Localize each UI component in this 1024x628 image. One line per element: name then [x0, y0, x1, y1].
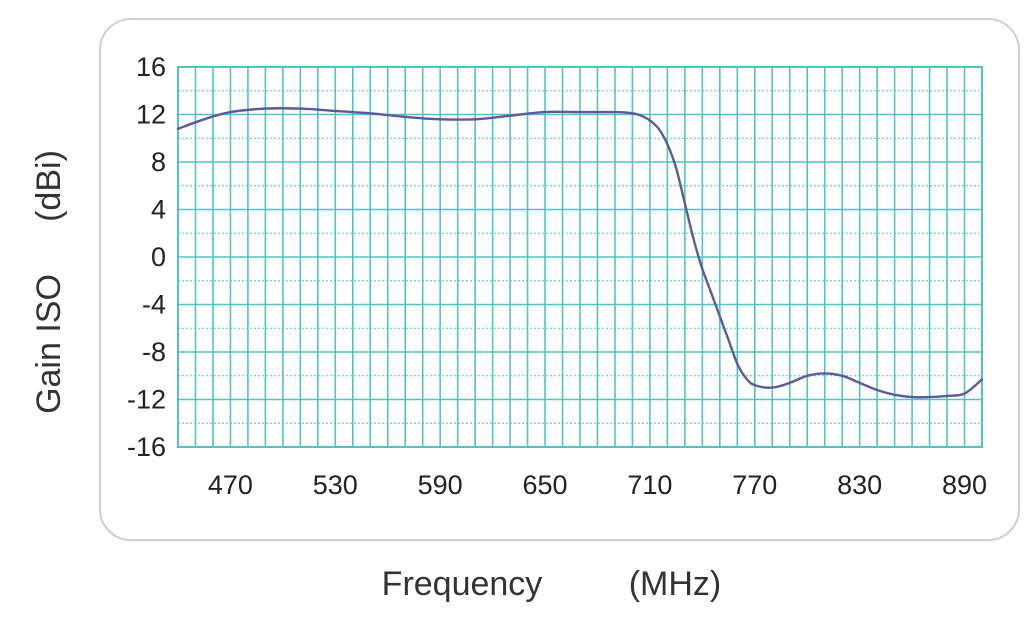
y-tick-label: 12 — [136, 100, 166, 130]
x-tick-label: 770 — [732, 470, 777, 500]
x-tick-label: 710 — [627, 470, 672, 500]
y-tick-label: -8 — [142, 337, 166, 367]
y-tick-label: -16 — [127, 432, 166, 462]
y-axis-label: Gain ISO — [30, 274, 68, 414]
y-tick-label: -12 — [127, 385, 166, 415]
plot-border — [177, 66, 983, 448]
grid — [177, 66, 983, 448]
x-tick-label: 650 — [523, 470, 568, 500]
y-axis-unit: (dBi) — [30, 150, 68, 222]
chart-frame — [99, 18, 1020, 541]
x-tick-label: 830 — [837, 470, 882, 500]
x-tick-label: 470 — [208, 470, 253, 500]
tick-labels: 16 12 8 4 0 -4 -8 -12 -16 470 530 590 650 710 770 830 89… — [127, 52, 987, 500]
x-tick-label: 530 — [313, 470, 358, 500]
x-axis-label: Frequency — [382, 565, 543, 603]
y-tick-label: -4 — [142, 290, 166, 320]
y-tick-label: 0 — [151, 242, 166, 272]
x-tick-label: 890 — [942, 470, 987, 500]
x-tick-label: 590 — [418, 470, 463, 500]
x-axis-unit: (MHz) — [629, 565, 722, 603]
y-tick-label: 4 — [151, 195, 166, 225]
y-tick-label: 8 — [151, 147, 166, 177]
y-tick-label: 16 — [136, 52, 166, 82]
gain-curve — [176, 107, 984, 399]
